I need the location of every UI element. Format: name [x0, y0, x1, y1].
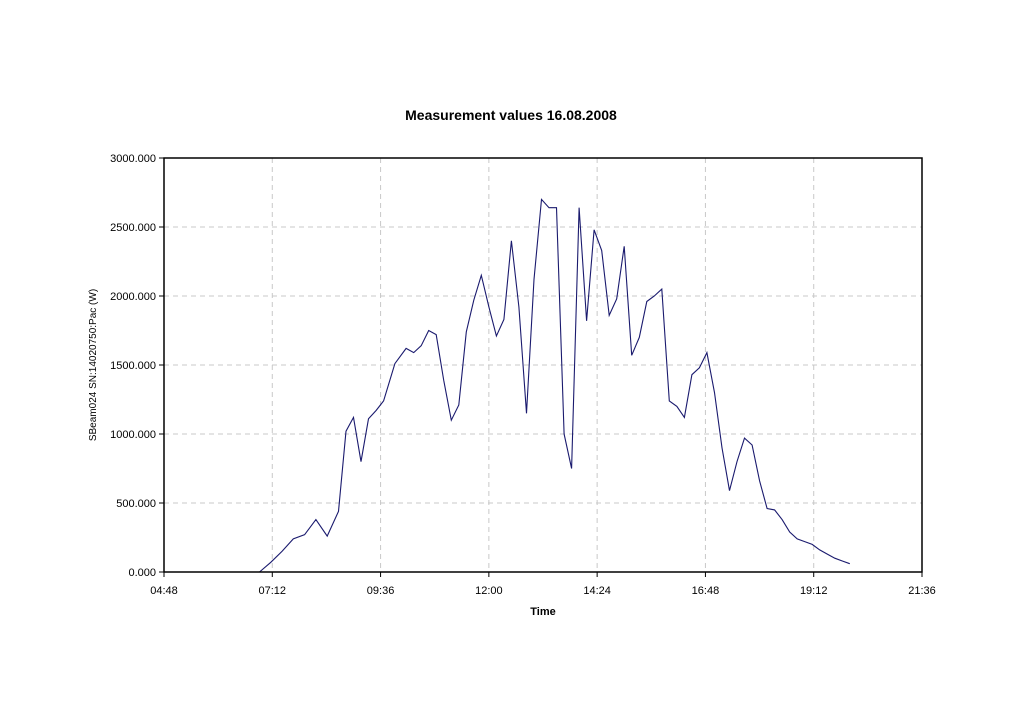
grid-lines: [164, 158, 922, 572]
x-tick-label: 14:24: [583, 585, 611, 597]
axis-ticks: [159, 157, 923, 577]
x-tick-labels: 04:48 07:12 09:36 12:00 14:24 16:48 19:12 21:36: [150, 585, 936, 597]
x-tick-label: 21:36: [908, 585, 936, 597]
chart-title: Measurement values 16.08.2008: [405, 107, 617, 123]
x-tick-label: 16:48: [692, 585, 720, 597]
y-tick-label: 3000.000: [110, 153, 156, 165]
y-tick-label: 0.000: [128, 567, 156, 579]
y-tick-label: 2500.000: [110, 222, 156, 234]
y-tick-label: 1000.000: [110, 429, 156, 441]
y-tick-label: 2000.000: [110, 291, 156, 303]
x-axis-label: Time: [530, 606, 555, 618]
y-tick-labels: 0.000 500.000 1000.000 1500.000 2000.000 2500…: [110, 153, 156, 579]
x-tick-label: 07:12: [259, 585, 287, 597]
y-tick-label: 1500.000: [110, 360, 156, 372]
x-tick-label: 19:12: [800, 585, 828, 597]
x-tick-label: 12:00: [475, 585, 503, 597]
x-tick-label: 09:36: [367, 585, 395, 597]
series-line: [259, 198, 850, 573]
plot-frame: [163, 157, 923, 573]
x-tick-label: 04:48: [150, 585, 178, 597]
y-tick-label: 500.000: [116, 498, 156, 510]
y-axis-label: SBeam024 SN:14020750:Pac (W): [88, 289, 99, 441]
